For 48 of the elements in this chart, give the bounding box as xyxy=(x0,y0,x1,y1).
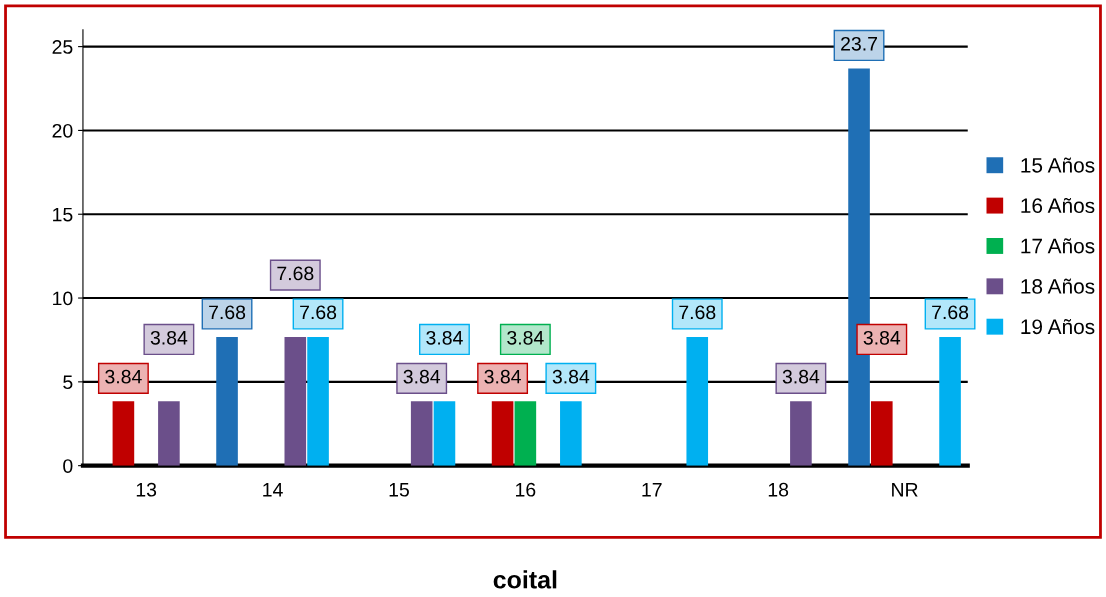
data-label: 23.7 xyxy=(841,36,877,51)
data-label: 7.68 xyxy=(932,305,969,320)
bar xyxy=(216,336,238,466)
data-label: 3.84 xyxy=(403,369,441,384)
data-label: 7.68 xyxy=(679,305,716,320)
bar xyxy=(560,401,582,466)
bar xyxy=(514,401,537,466)
data-label: 3.84 xyxy=(105,369,142,384)
bar xyxy=(410,401,433,466)
bar xyxy=(686,336,709,466)
x-tick-label: 18 xyxy=(768,482,789,497)
bar xyxy=(112,401,135,466)
y-tick-label: 0 xyxy=(63,459,73,473)
bar xyxy=(307,336,329,466)
y-tick-label: 20 xyxy=(52,123,73,138)
bar xyxy=(433,401,456,466)
x-tick-label: 14 xyxy=(263,483,283,497)
data-label: 3.84 xyxy=(552,369,590,384)
bar xyxy=(491,401,514,466)
x-tick-label: 17 xyxy=(642,483,662,497)
data-label: 7.68 xyxy=(277,266,314,281)
x-tick-label: 16 xyxy=(516,482,536,497)
y-tick-label: 10 xyxy=(53,291,73,306)
data-label: 3.84 xyxy=(507,330,544,345)
bar xyxy=(790,401,812,466)
data-label: 3.84 xyxy=(484,369,521,384)
y-tick-label: 25 xyxy=(52,40,73,54)
legend-label: 15 Años xyxy=(1021,157,1095,173)
legend-label: 17 Años xyxy=(1021,238,1095,254)
x-axis-title: coital xyxy=(493,570,557,589)
x-tick-label: 13 xyxy=(136,482,157,497)
data-label: 3.84 xyxy=(863,330,901,345)
bar xyxy=(939,336,961,466)
bar xyxy=(284,336,307,466)
legend-label: 16 Años xyxy=(1021,197,1095,214)
y-tick-label: 15 xyxy=(53,207,73,222)
y-tick-label: 5 xyxy=(63,375,73,390)
bar xyxy=(158,401,180,466)
bar xyxy=(870,401,893,466)
x-tick-label: NR xyxy=(892,483,918,497)
data-label: 7.68 xyxy=(209,305,246,320)
data-label: 7.68 xyxy=(300,305,337,320)
data-label: 3.84 xyxy=(426,330,463,345)
data-label: 3.84 xyxy=(782,369,820,384)
x-tick-label: 15 xyxy=(389,483,409,497)
legend-label: 19 Años xyxy=(1021,318,1095,335)
legend-label: 18 Años xyxy=(1021,278,1095,294)
data-label: 3.84 xyxy=(150,330,188,345)
